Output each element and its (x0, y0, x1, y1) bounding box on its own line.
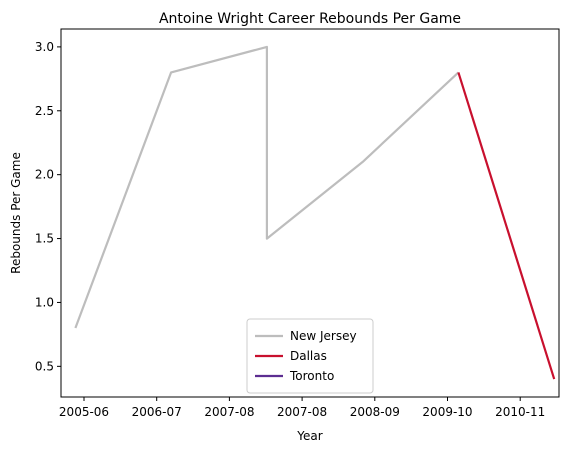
legend-label-0: New Jersey (290, 329, 357, 343)
chart-title: Antoine Wright Career Rebounds Per Game (159, 11, 461, 27)
series-line-1 (457, 72, 556, 380)
x-tick-label: 2006-07 (132, 405, 182, 419)
y-tick-label: 0.5 (35, 359, 54, 373)
series-layer (74, 45, 556, 380)
x-axis-label: Year (296, 429, 322, 443)
x-tick-label: 2005-06 (59, 405, 109, 419)
y-tick-label: 2.5 (35, 104, 54, 118)
legend: New Jersey Dallas Toronto (246, 318, 374, 394)
legend-label-1: Dallas (290, 349, 327, 363)
legend-frame (246, 318, 374, 394)
y-tick-label: 1.0 (35, 295, 54, 309)
plot-frame (60, 28, 560, 398)
legend-label-2: Toronto (289, 369, 334, 383)
x-tick-label: 2009-10 (422, 405, 472, 419)
x-axis: 2005-06 2006-07 2007-08 2007-08 2008-09 2009-… (59, 397, 545, 419)
y-axis: 0.5 1.0 1.5 2.0 2.5 3.0 (35, 40, 61, 373)
x-tick-label: 2007-08 (277, 405, 327, 419)
y-tick-label: 3.0 (35, 40, 54, 54)
x-tick-label: 2007-08 (204, 405, 254, 419)
y-tick-label: 1.5 (35, 232, 54, 246)
y-tick-label: 2.0 (35, 168, 54, 182)
x-tick-label: 2010-11 (495, 405, 545, 419)
series-line-0 (74, 45, 460, 329)
y-axis-label: Rebounds Per Game (9, 152, 23, 274)
x-tick-label: 2008-09 (350, 405, 400, 419)
